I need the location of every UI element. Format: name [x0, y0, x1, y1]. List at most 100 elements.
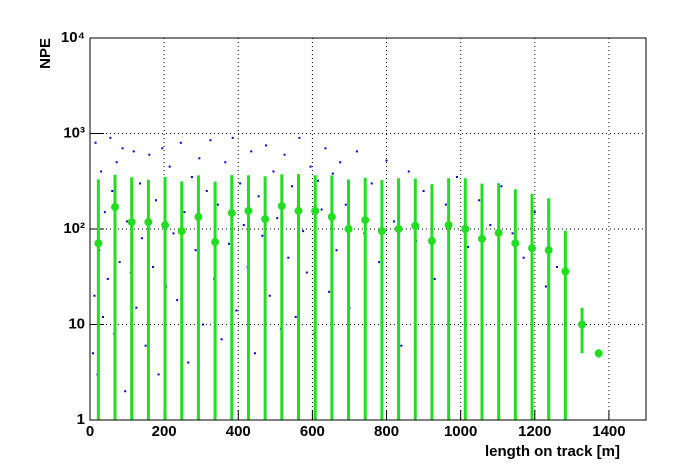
y-axis-label: NPE [37, 38, 54, 69]
point [294, 315, 297, 318]
point [265, 144, 268, 147]
point [111, 189, 114, 192]
profile-point [544, 246, 553, 255]
profile-point [111, 202, 120, 211]
point [139, 182, 142, 185]
point [467, 245, 470, 248]
profile-point [594, 349, 603, 358]
y-tick-label: 1 [77, 411, 85, 428]
profile-point [161, 221, 170, 230]
x-tick-label: 400 [226, 423, 251, 440]
profile-point [528, 244, 537, 253]
profile-point [294, 206, 303, 215]
point [235, 309, 238, 312]
point [190, 176, 193, 179]
point [161, 147, 164, 150]
profile-point [361, 216, 370, 225]
point [544, 285, 547, 288]
point [328, 290, 331, 293]
x-axis-label: length on track [m] [485, 443, 620, 460]
point [556, 266, 559, 269]
profile-point [327, 212, 336, 221]
point [152, 266, 155, 269]
point [385, 159, 388, 162]
profile-point [394, 225, 403, 233]
point [220, 338, 223, 341]
point [231, 136, 234, 139]
point [115, 161, 118, 164]
point [154, 199, 157, 202]
point [291, 185, 294, 188]
profile-point [494, 228, 503, 237]
profile-point [444, 221, 453, 230]
y-tick-label: 10³ [63, 124, 85, 141]
point [205, 189, 208, 192]
point [101, 315, 104, 318]
x-tick-label: 1200 [518, 423, 551, 440]
point [132, 150, 135, 153]
profile-point [477, 234, 486, 243]
point [339, 161, 342, 164]
point [187, 361, 190, 364]
point [144, 344, 147, 347]
point [355, 150, 358, 153]
point [378, 261, 381, 264]
point [257, 195, 260, 198]
x-tick-label: 1400 [592, 423, 625, 440]
point [422, 189, 425, 192]
profile-point [261, 215, 270, 224]
profile-point [511, 239, 520, 248]
point [228, 242, 230, 245]
point [489, 224, 492, 227]
point [276, 217, 279, 220]
point [500, 185, 503, 188]
point [370, 182, 373, 185]
point [511, 232, 514, 235]
point [94, 141, 97, 144]
point [305, 271, 308, 274]
point [106, 277, 109, 280]
point [100, 170, 103, 173]
point [216, 203, 219, 206]
plot-area [91, 136, 603, 420]
point [183, 211, 186, 214]
profile-point [177, 227, 186, 236]
point [176, 299, 179, 302]
point [400, 344, 403, 347]
point [126, 220, 129, 223]
point [135, 306, 138, 309]
point [261, 234, 264, 237]
point [242, 224, 245, 227]
point [239, 182, 242, 185]
x-tick-label: 0 [86, 423, 94, 440]
profile-point [244, 206, 253, 215]
point [392, 220, 395, 223]
frame [89, 37, 647, 421]
point [250, 150, 253, 153]
point [172, 232, 175, 235]
point [444, 203, 447, 206]
profile-point [227, 209, 236, 218]
point [198, 157, 201, 160]
point [148, 153, 151, 156]
point [109, 136, 112, 139]
profile-point [578, 320, 587, 329]
point [298, 136, 301, 139]
point [320, 208, 323, 211]
point [309, 165, 312, 168]
profile-point [211, 238, 220, 247]
x-tick-label: 1000 [444, 423, 477, 440]
profile-point [344, 225, 353, 233]
y-tick-label: 10⁴ [61, 29, 85, 46]
point [209, 139, 212, 142]
point [272, 170, 275, 173]
point [324, 147, 327, 150]
point [331, 172, 334, 175]
point [140, 237, 143, 240]
profile-point [461, 225, 470, 233]
point [268, 294, 271, 297]
point [522, 256, 525, 259]
point [103, 211, 106, 214]
